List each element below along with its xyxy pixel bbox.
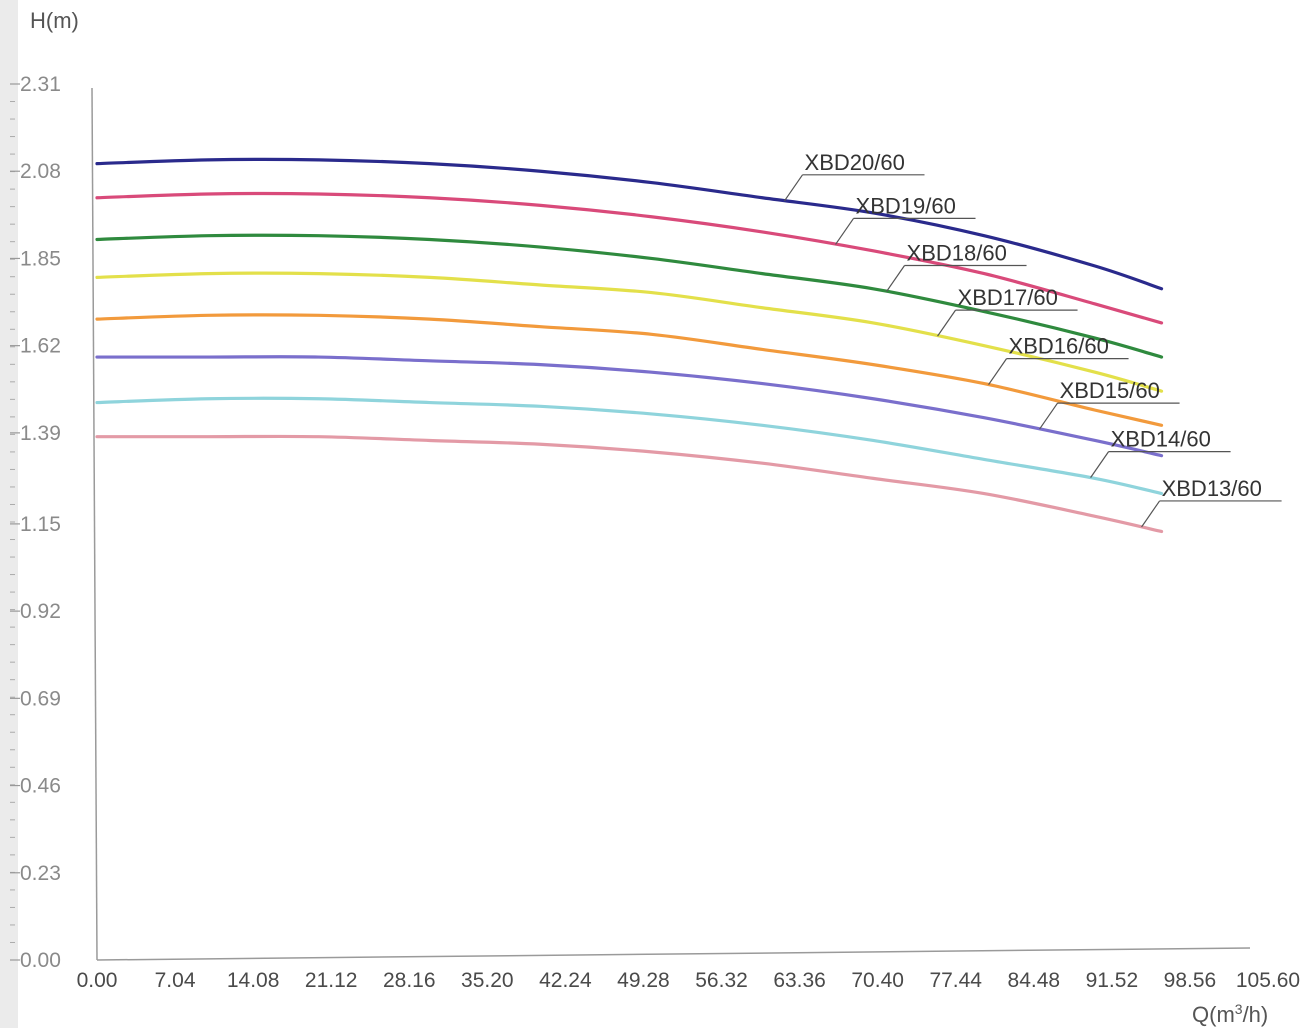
series-label: XBD16/60 — [1009, 334, 1109, 359]
y-tick-label: 0.92 — [20, 600, 61, 623]
y-tick-label: 0.69 — [20, 687, 61, 710]
label-leader — [937, 309, 957, 337]
x-tick-label: 105.60 — [1236, 969, 1300, 992]
x-tick-label: 42.24 — [539, 969, 592, 992]
label-leader — [1090, 451, 1110, 478]
x-tick-label: 28.16 — [383, 969, 436, 992]
series-label: XBD19/60 — [856, 193, 956, 218]
series-labels: XBD20/60 XBD19/60 XBD18/60 XBD17/60 XBD16/60… — [784, 150, 1282, 528]
y-axis-line — [91, 87, 98, 961]
x-tick-label: 70.40 — [851, 969, 904, 992]
label-leader — [988, 358, 1008, 385]
y-tick-label: 1.62 — [20, 335, 61, 358]
series-lines — [95, 157, 1164, 534]
y-axis-label: H(m) — [30, 8, 79, 33]
x-tick-label: 35.20 — [461, 969, 514, 992]
x-axis-label: Q(m3/h) — [1192, 1001, 1268, 1027]
y-tick-label: 1.39 — [20, 422, 61, 445]
axes: 0.00 0.23 0.46 0.69 0.92 1.15 1.39 1.62 1.85 2.08… — [10, 73, 1300, 992]
series-label: XBD17/60 — [958, 285, 1058, 310]
label-leader — [835, 218, 855, 245]
label-leader — [784, 174, 804, 202]
series-line — [95, 191, 1164, 325]
x-tick-label: 56.32 — [695, 969, 748, 992]
series-line — [95, 233, 1164, 359]
x-tick-label: 49.28 — [617, 969, 670, 992]
x-tick-label: 63.36 — [773, 969, 826, 992]
x-tick-label: 7.04 — [155, 969, 196, 992]
y-tick-label: 0.23 — [20, 862, 61, 885]
series-line — [95, 271, 1164, 393]
series-line — [95, 434, 1164, 534]
y-tick-label: 0.00 — [20, 949, 61, 972]
series-label: XBD15/60 — [1060, 378, 1160, 403]
x-tick-label: 84.48 — [1008, 969, 1061, 992]
y-tick-label: 2.08 — [20, 160, 61, 183]
series-label: XBD18/60 — [907, 241, 1007, 266]
y-tick-label: 1.15 — [20, 513, 61, 536]
x-tick-label: 91.52 — [1086, 969, 1139, 992]
series-line — [95, 396, 1164, 496]
label-leader — [1039, 402, 1059, 430]
x-tick-label: 21.12 — [305, 969, 358, 992]
label-leader — [886, 265, 906, 292]
x-tick-label: 0.00 — [77, 969, 118, 992]
series-line — [95, 157, 1164, 291]
series-line — [95, 355, 1164, 458]
series-label: XBD13/60 — [1162, 476, 1262, 501]
series-label: XBD20/60 — [805, 150, 905, 175]
label-leader — [1141, 500, 1161, 528]
x-axis-line — [96, 947, 1251, 961]
x-tick-label: 77.44 — [929, 969, 982, 992]
y-tick-label: 1.85 — [20, 247, 61, 270]
x-tick-label: 98.56 — [1164, 969, 1217, 992]
x-tick-label: 14.08 — [227, 969, 280, 992]
series-line — [95, 313, 1164, 427]
series-label: XBD14/60 — [1111, 427, 1211, 452]
y-tick-label: 2.31 — [20, 73, 61, 96]
y-tick-label: 0.46 — [20, 775, 61, 798]
left-scan-edge — [0, 0, 18, 1028]
